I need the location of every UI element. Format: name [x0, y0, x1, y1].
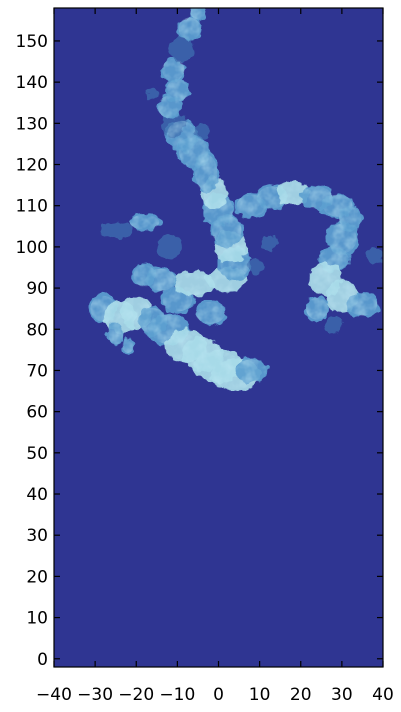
y-tick-label: 50 — [26, 444, 48, 464]
plume-texture — [347, 293, 378, 316]
plume-texture — [133, 264, 156, 287]
x-tick-label: −40 — [36, 685, 72, 705]
y-tick-label: 10 — [26, 609, 48, 629]
axis-ticks — [53, 8, 384, 667]
plume-texture — [175, 272, 213, 296]
plume-texture — [339, 207, 362, 230]
y-tick-label: 130 — [16, 114, 48, 134]
plot-background — [54, 8, 383, 667]
plume-texture — [190, 8, 206, 20]
plume-texture — [158, 95, 181, 118]
plume-texture — [195, 301, 226, 324]
plume-texture — [327, 223, 357, 254]
y-tick-label: 140 — [16, 73, 48, 93]
y-tick-label: 110 — [16, 197, 48, 217]
y-tick-label: 80 — [26, 320, 48, 340]
x-tick-label: 0 — [213, 685, 224, 705]
plume-texture — [236, 359, 267, 382]
plume-texture — [108, 322, 124, 345]
plume-texture — [306, 297, 329, 320]
y-tick-label: 20 — [26, 567, 48, 587]
plume-texture — [162, 289, 193, 312]
y-tick-label: 60 — [26, 403, 48, 423]
y-tick-label: 90 — [26, 279, 48, 299]
x-tick-label: 20 — [290, 685, 312, 705]
plume-cell — [193, 123, 211, 140]
plume-texture — [166, 79, 189, 102]
axis-tick-labels: −40 −30 −20 −10 0 10 20 30 40 0 10 20 30 40 50 60 70 80 90… — [16, 32, 394, 705]
plume-cell — [259, 234, 277, 251]
plume-cell — [156, 234, 182, 260]
y-tick-label: 70 — [26, 361, 48, 381]
plume-texture — [277, 182, 308, 205]
plume-texture — [178, 17, 201, 40]
y-tick-label: 40 — [26, 485, 48, 505]
x-tick-label: 10 — [249, 685, 271, 705]
heatmap-plume — [88, 8, 383, 392]
plume-cell — [99, 222, 133, 239]
x-tick-label: −10 — [159, 685, 195, 705]
x-tick-label: −20 — [118, 685, 154, 705]
x-tick-label: 40 — [372, 685, 394, 705]
x-tick-label: 30 — [331, 685, 353, 705]
plume-cell — [247, 259, 264, 276]
plume-texture — [122, 338, 134, 354]
y-tick-label: 30 — [26, 526, 48, 546]
plume-texture — [318, 248, 349, 271]
y-tick-label: 150 — [16, 32, 48, 52]
y-tick-label: 120 — [16, 156, 48, 176]
plume-cell — [169, 36, 194, 62]
plume-texture — [129, 214, 160, 230]
plume-cell — [366, 246, 383, 264]
plume-texture — [162, 58, 185, 81]
x-tick-label: −30 — [77, 685, 113, 705]
plume-cell — [325, 316, 342, 334]
plume-texture — [166, 120, 197, 151]
plume-cell — [146, 88, 159, 101]
y-tick-label: 0 — [37, 650, 48, 670]
y-tick-label: 100 — [16, 238, 48, 258]
